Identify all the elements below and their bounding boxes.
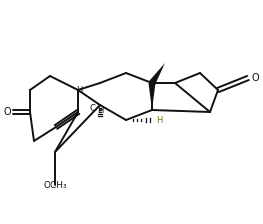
Text: OCH₃: OCH₃ <box>43 181 67 190</box>
Text: C: C <box>89 103 95 112</box>
Text: H: H <box>97 106 103 114</box>
Polygon shape <box>149 63 165 85</box>
Text: O: O <box>3 107 11 117</box>
Text: O: O <box>251 73 259 83</box>
Polygon shape <box>149 83 155 110</box>
Text: H: H <box>76 86 82 95</box>
Text: H: H <box>156 116 162 125</box>
